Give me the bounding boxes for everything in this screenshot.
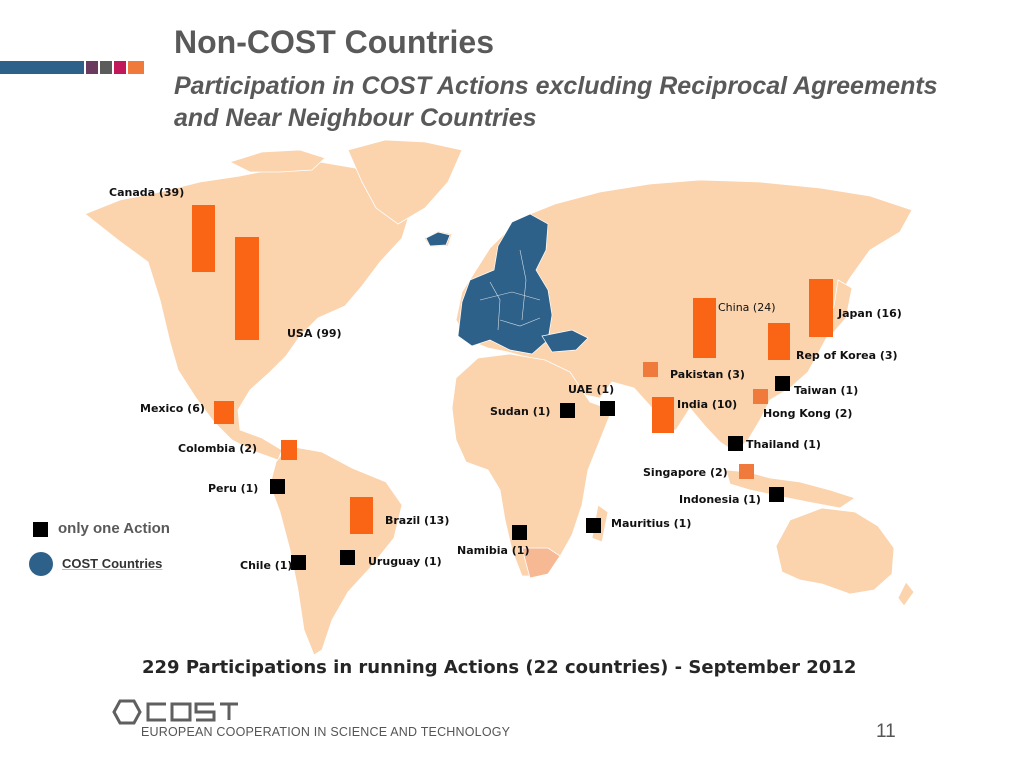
legend-cost-label: COST Countries bbox=[62, 556, 163, 571]
label-namibia: Namibia (1) bbox=[457, 544, 530, 557]
marker-thailand bbox=[728, 436, 743, 451]
bar-hongkong bbox=[753, 389, 768, 404]
label-pakistan: Pakistan (3) bbox=[670, 368, 745, 381]
label-canada: Canada (39) bbox=[109, 186, 185, 199]
cost-borders bbox=[479, 249, 541, 331]
marker-peru bbox=[270, 479, 285, 494]
australia-landmass bbox=[775, 507, 895, 595]
page-subtitle: Participation in COST Actions excluding … bbox=[174, 72, 938, 132]
label-brazil: Brazil (13) bbox=[385, 514, 450, 527]
label-indonesia: Indonesia (1) bbox=[679, 493, 761, 506]
marker-uruguay bbox=[340, 550, 355, 565]
cost-turkey-region bbox=[541, 329, 589, 353]
marker-chile bbox=[291, 555, 306, 570]
summary-text: 229 Participations in running Actions (2… bbox=[142, 657, 857, 678]
marker-indonesia bbox=[769, 487, 784, 502]
bar-singapore bbox=[739, 464, 754, 479]
bar-india bbox=[652, 397, 674, 433]
bar-china bbox=[693, 298, 716, 358]
bar-canada bbox=[192, 205, 215, 272]
cost-iceland-region bbox=[425, 231, 451, 247]
legend-single-label: only one Action bbox=[58, 520, 170, 537]
label-korea: Rep of Korea (3) bbox=[796, 349, 898, 362]
marker-sudan bbox=[560, 403, 575, 418]
bar-japan bbox=[809, 279, 833, 337]
bar-colombia bbox=[281, 440, 297, 460]
south-america-landmass bbox=[269, 445, 403, 656]
header-stripe bbox=[100, 61, 112, 74]
label-usa: USA (99) bbox=[287, 327, 342, 340]
marker-uae bbox=[600, 401, 615, 416]
arctic-islands bbox=[228, 149, 326, 173]
cost-tagline: EUROPEAN COOPERATION IN SCIENCE AND TECH… bbox=[141, 725, 511, 739]
south-africa-highlight bbox=[521, 547, 561, 579]
header-stripe bbox=[86, 61, 98, 74]
label-mauritius: Mauritius (1) bbox=[611, 517, 692, 530]
label-china: China (24) bbox=[718, 301, 776, 314]
bar-brazil bbox=[350, 497, 373, 534]
marker-taiwan bbox=[775, 376, 790, 391]
label-singapore: Singapore (2) bbox=[643, 466, 728, 479]
label-india: India (10) bbox=[677, 398, 738, 411]
new-zealand-landmass bbox=[897, 581, 915, 607]
greenland-landmass bbox=[347, 139, 463, 225]
label-mexico: Mexico (6) bbox=[140, 402, 205, 415]
cost-europe-region bbox=[457, 213, 553, 355]
page-number: 11 bbox=[876, 721, 896, 742]
legend-single-swatch bbox=[33, 522, 48, 537]
bar-pakistan bbox=[643, 362, 658, 377]
label-taiwan: Taiwan (1) bbox=[794, 384, 859, 397]
bar-usa bbox=[235, 237, 259, 340]
header-stripe bbox=[0, 61, 84, 74]
marker-namibia bbox=[512, 525, 527, 540]
label-colombia: Colombia (2) bbox=[178, 442, 258, 455]
legend-cost-swatch bbox=[29, 552, 53, 576]
label-peru: Peru (1) bbox=[208, 482, 259, 495]
marker-mauritius bbox=[586, 518, 601, 533]
label-thailand: Thailand (1) bbox=[746, 438, 821, 451]
cost-countries-region bbox=[425, 213, 589, 355]
label-japan: Japan (16) bbox=[838, 307, 902, 320]
label-uruguay: Uruguay (1) bbox=[368, 555, 442, 568]
header-stripe bbox=[114, 61, 126, 74]
southeast-asia-islands bbox=[725, 469, 856, 509]
bar-korea bbox=[768, 323, 790, 360]
label-chile: Chile (1) bbox=[240, 559, 293, 572]
bar-mexico bbox=[214, 401, 234, 424]
label-hongkong: Hong Kong (2) bbox=[763, 407, 853, 420]
label-sudan: Sudan (1) bbox=[490, 405, 551, 418]
page-title: Non-COST Countries bbox=[174, 24, 494, 60]
cost-logo bbox=[112, 699, 238, 725]
label-uae: UAE (1) bbox=[568, 383, 615, 396]
header-stripe bbox=[128, 61, 144, 74]
